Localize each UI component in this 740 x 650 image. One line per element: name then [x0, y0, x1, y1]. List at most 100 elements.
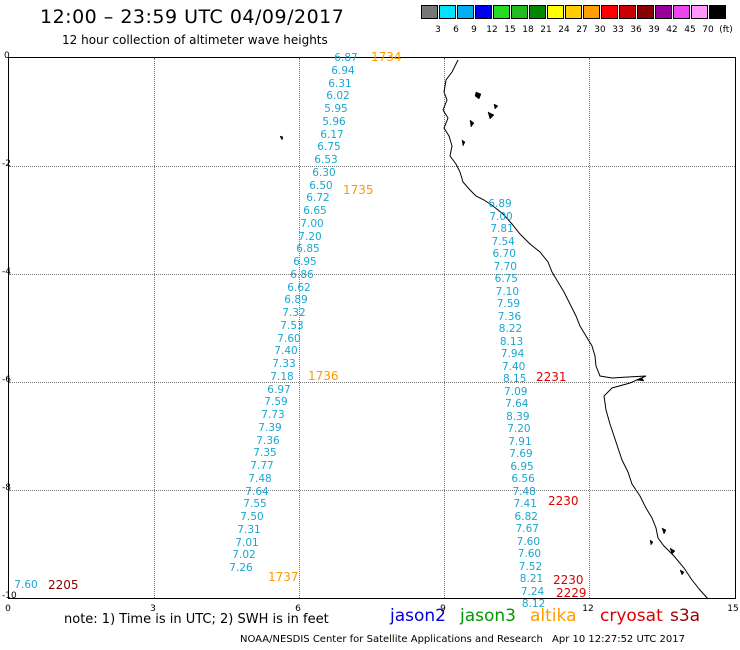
- cryosat-wave-height: 7.48: [512, 485, 536, 498]
- altika-wave-height: 6.89: [284, 294, 308, 307]
- legend-altika: altika: [530, 606, 577, 626]
- colorbar-swatch: [619, 5, 636, 19]
- cryosat-wave-height: 7.20: [507, 423, 531, 435]
- altika-time-label: 1735: [343, 183, 374, 197]
- altika-wave-height: 7.33: [272, 358, 296, 370]
- corner-wave-height: 7.60: [14, 579, 38, 591]
- altika-wave-height: 7.32: [282, 307, 306, 319]
- altika-wave-height: 7.02: [232, 549, 256, 562]
- x-axis-tick: 12: [582, 604, 594, 614]
- altika-wave-height: 6.86: [290, 268, 314, 281]
- cryosat-wave-height: 7.10: [495, 285, 520, 298]
- cryosat-wave-height: 7.67: [515, 523, 539, 535]
- altika-wave-height: 7.26: [229, 562, 253, 574]
- cryosat-wave-height: 7.00: [489, 210, 513, 223]
- colorbar-swatch: [421, 5, 438, 19]
- cryosat-wave-height: 7.69: [509, 448, 533, 460]
- colorbar-label: 39: [648, 25, 660, 35]
- timestamp-text: Apr 10 12:27:52 UTC 2017: [552, 634, 685, 645]
- colorbar-label: 33: [612, 25, 624, 35]
- altika-wave-height: 7.64: [245, 485, 269, 498]
- colorbar-swatch: [547, 5, 564, 19]
- altika-wave-height: 7.60: [277, 332, 301, 345]
- cryosat-wave-height: 7.09: [504, 385, 528, 398]
- cryosat-wave-height: 7.59: [496, 298, 521, 310]
- legend-cryosat: cryosat: [600, 606, 663, 626]
- colorbar-swatch: [565, 5, 582, 19]
- altika-wave-height: 6.95: [293, 256, 317, 268]
- colorbar-label: 15: [504, 25, 516, 35]
- altika-wave-height: 6.97: [267, 383, 291, 396]
- cryosat-wave-height: 7.60: [517, 548, 542, 560]
- cryosat-time-label: 2230: [553, 573, 584, 587]
- y-axis-tick: -6: [2, 375, 11, 385]
- colorbar-swatch: [475, 5, 492, 19]
- x-axis-tick: 15: [727, 604, 739, 614]
- x-axis-tick: 9: [440, 604, 446, 614]
- cryosat-wave-height: 6.95: [510, 460, 534, 473]
- map-subtitle: 12 hour collection of altimeter wave hei…: [62, 33, 328, 47]
- altika-wave-height: 6.85: [296, 243, 320, 256]
- cryosat-wave-height: 7.64: [505, 398, 529, 410]
- colorbar-label: 30: [594, 25, 606, 35]
- altika-time-label: 1737: [268, 570, 299, 584]
- altika-wave-height: 5.95: [324, 103, 348, 115]
- altika-wave-height: 7.00: [300, 217, 324, 230]
- colorbar-label: 18: [522, 25, 534, 35]
- colorbar-label: 3: [435, 25, 441, 35]
- cryosat-wave-height: 7.36: [497, 310, 522, 323]
- colorbar-label: 21: [540, 25, 552, 35]
- altika-wave-height: 7.77: [250, 460, 274, 472]
- grid-line-horizontal: [9, 490, 735, 491]
- colorbar-swatch: [583, 5, 600, 19]
- cryosat-wave-height: 7.40: [501, 360, 526, 373]
- colorbar-swatch: [673, 5, 690, 19]
- cryosat-wave-height: 7.60: [516, 535, 541, 548]
- legend-jason3: jason3: [460, 606, 516, 626]
- grid-line-vertical: [154, 58, 155, 598]
- altika-wave-height: 6.87: [334, 52, 358, 64]
- colorbar-swatch: [439, 5, 456, 19]
- colorbar-label: 6: [453, 25, 459, 35]
- y-axis-tick: -2: [2, 159, 11, 169]
- cryosat-time-label: 2229: [556, 586, 587, 600]
- cryosat-wave-height: 6.89: [488, 198, 512, 210]
- altika-wave-height: 6.31: [328, 77, 352, 90]
- colorbar-swatch: [457, 5, 474, 19]
- cryosat-time-label: 2231: [536, 370, 567, 384]
- altika-wave-height: 7.31: [237, 523, 261, 536]
- colorbar-label: 9: [471, 25, 477, 35]
- altika-wave-height: 7.59: [264, 396, 288, 409]
- altika-wave-height: 7.39: [258, 421, 282, 434]
- credit-text: NOAA/NESDIS Center for Satellite Applica…: [240, 634, 543, 645]
- altika-wave-height: 7.50: [240, 511, 264, 523]
- y-axis-tick: -10: [2, 591, 17, 601]
- colorbar-swatch: [655, 5, 672, 19]
- cryosat-wave-height: 8.39: [506, 410, 530, 423]
- cryosat-wave-height: 7.81: [490, 223, 514, 235]
- altika-wave-height: 7.20: [298, 230, 322, 243]
- x-axis-tick: 6: [295, 604, 301, 614]
- altika-time-label: 1734: [371, 50, 402, 64]
- grid-line-vertical: [589, 58, 590, 598]
- corner-time-label: 2205: [48, 578, 79, 592]
- altika-wave-height: 6.65: [303, 205, 327, 217]
- altika-wave-height: 6.17: [320, 128, 344, 141]
- cryosat-wave-height: 8.22: [498, 323, 523, 335]
- altika-wave-height: 6.62: [287, 281, 311, 294]
- note-text: note: 1) Time is in UTC; 2) SWH is in fe…: [64, 612, 329, 627]
- altika-wave-height: 6.75: [317, 141, 341, 154]
- cryosat-wave-height: 7.41: [513, 498, 537, 510]
- altika-wave-height: 7.36: [256, 434, 280, 447]
- altika-wave-height: 6.72: [306, 192, 330, 205]
- altika-wave-height: 7.53: [280, 319, 304, 332]
- grid-line-horizontal: [9, 382, 735, 383]
- altika-wave-height: 6.94: [331, 64, 355, 77]
- cryosat-wave-height: 8.15: [502, 373, 527, 385]
- colorbar-swatch: [511, 5, 528, 19]
- grid-line-horizontal: [9, 274, 735, 275]
- grid-line-vertical: [299, 58, 300, 598]
- altika-wave-height: 7.73: [261, 409, 285, 421]
- colorbar-swatch: [691, 5, 708, 19]
